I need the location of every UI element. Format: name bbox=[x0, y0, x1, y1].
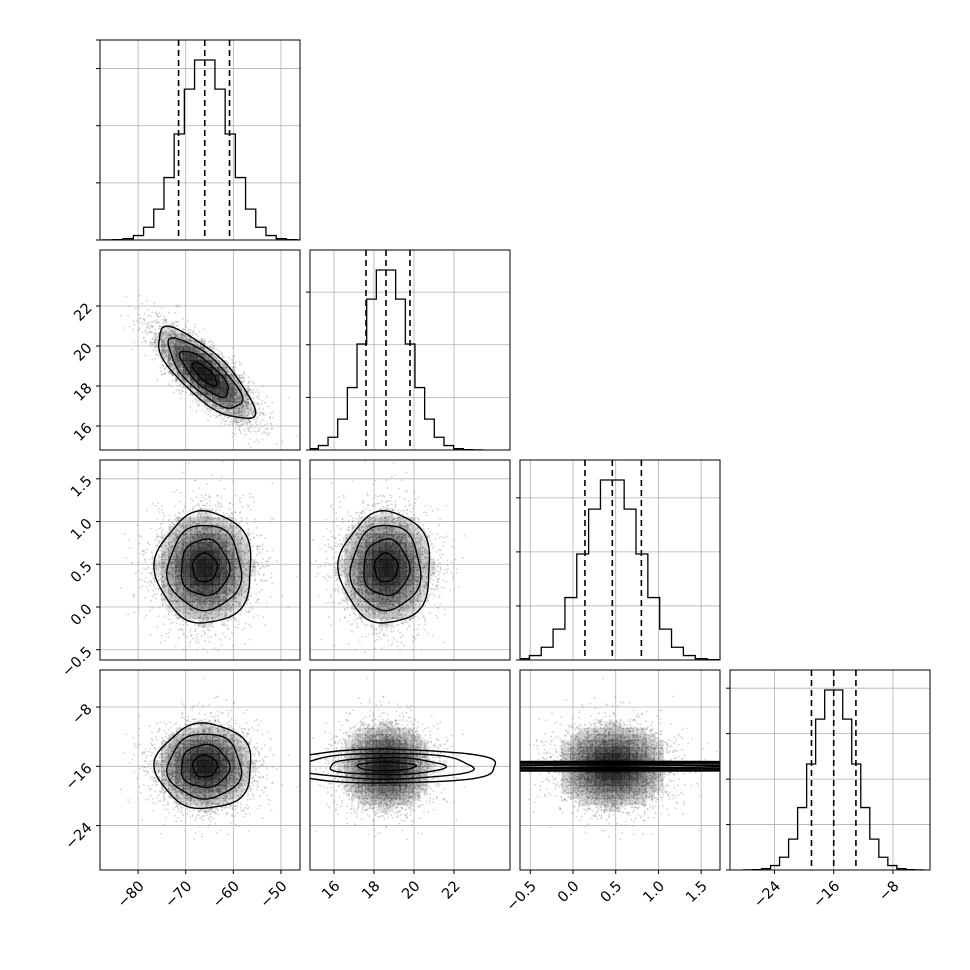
x-tick-label: −80 bbox=[115, 878, 148, 911]
x-tick-label: −16 bbox=[810, 878, 843, 911]
panel-1-1 bbox=[306, 249, 511, 451]
x-tick-label: −70 bbox=[162, 878, 195, 911]
density-shading bbox=[553, 721, 672, 812]
panel-frame bbox=[99, 459, 301, 661]
y-tick-label: 16 bbox=[71, 420, 95, 444]
x-tick-label: −24 bbox=[751, 878, 784, 911]
contour-level-2 bbox=[167, 337, 244, 409]
contour-level-2 bbox=[166, 524, 243, 612]
y-tick-label: −24 bbox=[63, 820, 96, 853]
contour-level-3 bbox=[157, 325, 257, 419]
x-tick-label: 16 bbox=[319, 878, 343, 902]
panel-frame bbox=[309, 249, 511, 451]
contour-level-0 bbox=[191, 361, 218, 387]
contour-level-1 bbox=[363, 538, 411, 597]
panel-2-1 bbox=[309, 459, 511, 661]
y-tick-label: −0.5 bbox=[59, 644, 95, 680]
y-tick-label: 20 bbox=[71, 340, 95, 364]
x-tick-label: −60 bbox=[210, 878, 243, 911]
contour-level-0 bbox=[356, 761, 418, 772]
contour-level-0 bbox=[191, 552, 219, 583]
contour-level-0 bbox=[373, 552, 399, 583]
x-tick-label: 0.5 bbox=[598, 878, 626, 906]
contour-level-1 bbox=[180, 538, 231, 597]
contour-level-3 bbox=[153, 509, 252, 624]
panel-0-0 bbox=[96, 39, 301, 241]
x-tick-label: 20 bbox=[399, 878, 423, 902]
x-tick-label: −50 bbox=[258, 878, 291, 911]
panel-frame bbox=[309, 459, 511, 661]
contour-level-1 bbox=[329, 756, 448, 776]
panel-frame bbox=[519, 669, 721, 871]
panel-3-1 bbox=[309, 669, 511, 874]
panel-frame bbox=[99, 39, 301, 241]
x-tick-label: 22 bbox=[439, 878, 463, 902]
panel-frame bbox=[519, 459, 721, 661]
x-tick-label: 0.0 bbox=[555, 878, 583, 906]
density-shading bbox=[153, 721, 257, 812]
y-tick-label: 0.0 bbox=[68, 601, 96, 629]
y-tick-label: 1.0 bbox=[68, 516, 96, 544]
contour-level-2 bbox=[310, 752, 475, 781]
x-tick-label: −8 bbox=[876, 878, 902, 904]
contour-level-3 bbox=[153, 722, 252, 810]
x-tick-label: 1.0 bbox=[640, 878, 668, 906]
y-tick-label: 1.5 bbox=[68, 473, 96, 501]
y-tick-label: 0.5 bbox=[68, 559, 96, 587]
y-tick-label: −16 bbox=[63, 761, 96, 794]
panel-2-2 bbox=[516, 459, 721, 661]
y-tick-label: 22 bbox=[71, 300, 95, 324]
density-shading bbox=[153, 325, 257, 423]
x-tick-label: −0.5 bbox=[504, 878, 540, 914]
panel-2-0 bbox=[96, 459, 301, 661]
panel-frame bbox=[309, 669, 511, 871]
contour-level-2 bbox=[349, 524, 422, 612]
contour-level-3 bbox=[337, 509, 431, 624]
panel-3-0 bbox=[96, 669, 301, 874]
contour-level-0 bbox=[191, 754, 219, 778]
panel-frame bbox=[729, 669, 931, 871]
x-tick-label: 18 bbox=[359, 878, 383, 902]
contour-level-1 bbox=[180, 743, 231, 789]
contour-level-0 bbox=[520, 764, 720, 769]
y-tick-label: −8 bbox=[69, 701, 95, 727]
contour-level-2 bbox=[166, 733, 243, 800]
panel-frame bbox=[99, 669, 301, 871]
contour-level-1 bbox=[178, 350, 229, 399]
panel-3-2 bbox=[519, 669, 721, 874]
y-tick-label: 18 bbox=[71, 380, 95, 404]
panel-frame bbox=[99, 249, 301, 451]
panel-1-0 bbox=[96, 249, 301, 451]
density-shading bbox=[337, 721, 435, 812]
panel-3-3 bbox=[726, 669, 931, 874]
contour-level-3 bbox=[310, 748, 497, 784]
x-tick-label: 1.5 bbox=[683, 878, 711, 906]
